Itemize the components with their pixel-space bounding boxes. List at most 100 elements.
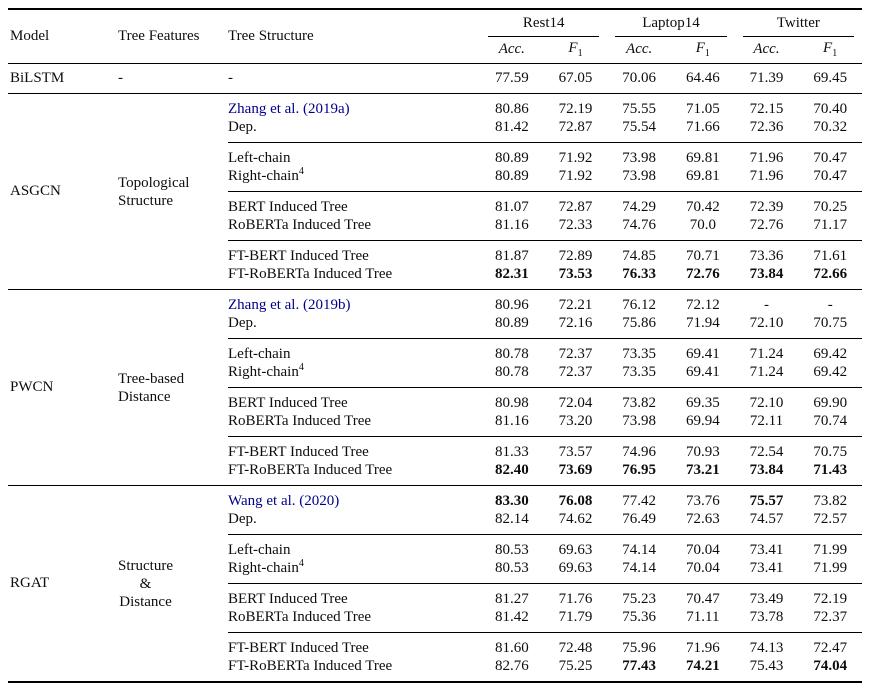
metric-acc-header: Acc. [498, 41, 525, 57]
value-cell: 83.30 [494, 493, 529, 509]
value-cell: 72.66 [813, 266, 848, 282]
table-row: Left-chain 80.78 72.37 73.35 69.41 71.24 69.42 [228, 345, 862, 363]
value-cell: 73.98 [622, 413, 657, 429]
structure-group: FT-BERT Induced Tree 81.87 72.89 74.85 70.71… [228, 240, 862, 289]
table-row: Left-chain 80.89 71.92 73.98 69.81 71.96 70.47 [228, 149, 862, 167]
f1-subscript: 1 [577, 48, 583, 59]
tree-structure-label: - [228, 70, 233, 86]
tree-structure-label: FT-BERT Induced Tree [228, 640, 369, 656]
tree-structure-label: BERT Induced Tree [228, 591, 348, 607]
tree-structure-cell: RoBERTa Induced Tree [228, 216, 480, 234]
table-row: BERT Induced Tree 81.07 72.87 74.29 70.42 72.… [228, 198, 862, 216]
tree-structure-cell: BERT Induced Tree [228, 394, 480, 412]
dataset-name: Rest14 [522, 14, 565, 31]
value-cell: 69.45 [813, 70, 848, 86]
metric-acc-header: Acc. [753, 41, 780, 57]
metric-f1-header: F1 [798, 40, 862, 59]
value-cell: 70.42 [685, 199, 720, 215]
tree-structure-cell: FT-BERT Induced Tree [228, 639, 480, 657]
value-cell: 73.57 [558, 444, 593, 460]
tree-structure-cell: Left-chain [228, 541, 480, 559]
value-cell: 73.21 [685, 462, 720, 478]
value-cell: 72.10 [749, 395, 784, 411]
value-cell: 72.48 [558, 640, 593, 656]
value-cell: 69.63 [558, 560, 593, 576]
value-cell: 80.78 [494, 364, 529, 380]
value-cell: 74.96 [622, 444, 657, 460]
value-cell: 80.98 [494, 395, 529, 411]
value-cell: 75.54 [622, 119, 657, 135]
tree-features-cell: Topological Structure [118, 94, 228, 289]
citation-link[interactable]: Zhang et al. (2019a) [228, 101, 350, 117]
value-cell: 70.06 [622, 70, 657, 86]
table-row: Dep. 80.89 72.16 75.86 71.94 72.10 70.75 [228, 314, 862, 332]
value-cell: 77.42 [622, 493, 657, 509]
value-cell: 72.19 [813, 591, 848, 607]
tree-features-line: Tree-based [118, 370, 185, 387]
tree-structure-cell: FT-RoBERTa Induced Tree [228, 657, 480, 675]
col-header-tree-features: Tree Features [118, 28, 200, 44]
metric-f1-header: F1 [671, 40, 735, 59]
value-cell: 70.47 [685, 591, 720, 607]
tree-structure-label: Right-chain [228, 168, 299, 184]
metric-f1-header: F1 [544, 40, 608, 59]
column-group-underline [615, 35, 727, 37]
value-cell: 72.15 [749, 101, 784, 117]
column-group-underline [742, 35, 854, 37]
value-cell: 71.99 [813, 560, 848, 576]
value-cell: 72.57 [813, 511, 848, 527]
value-cell: 70.71 [685, 248, 720, 264]
structure-groups: Zhang et al. (2019b) 80.96 72.21 76.12 72.12… [228, 290, 862, 485]
value-cell: 74.85 [622, 248, 657, 264]
col-header-model: Model [10, 28, 50, 44]
value-cell: 71.05 [685, 101, 720, 117]
metric-acc-header: Acc. [626, 41, 653, 57]
value-cell: 69.41 [685, 346, 720, 362]
tree-structure-label: Dep. [228, 315, 257, 331]
value-cell: 73.36 [749, 248, 784, 264]
tree-structure-label: FT-RoBERTa Induced Tree [228, 266, 393, 282]
structure-group: BERT Induced Tree 80.98 72.04 73.82 69.35 72.… [228, 387, 862, 436]
value-cell: 72.76 [749, 217, 784, 233]
dataset-name: Twitter [776, 14, 820, 31]
value-cell: 69.35 [685, 395, 720, 411]
value-cell: 71.39 [749, 70, 784, 86]
value-cell: 64.46 [685, 70, 720, 86]
value-cell: 71.76 [558, 591, 593, 607]
table-row: Left-chain 80.53 69.63 74.14 70.04 73.41 71.99 [228, 541, 862, 559]
citation-link[interactable]: Zhang et al. (2019b) [228, 297, 351, 313]
value-cell: 72.37 [558, 346, 593, 362]
value-cell: 81.60 [494, 640, 529, 656]
value-cell: 73.82 [813, 493, 848, 509]
value-cell: 74.13 [749, 640, 784, 656]
value-cell: 72.54 [749, 444, 784, 460]
value-cell: 69.41 [685, 364, 720, 380]
value-cell: 76.49 [622, 511, 657, 527]
value-cell: 69.42 [813, 346, 848, 362]
table-row: FT-RoBERTa Induced Tree 82.40 73.69 76.95 73… [228, 461, 862, 479]
structure-group: BERT Induced Tree 81.27 71.76 75.23 70.47 73.… [228, 583, 862, 632]
value-cell: 73.82 [622, 395, 657, 411]
tree-structure-label: Dep. [228, 119, 257, 135]
value-cell: 73.84 [749, 462, 784, 478]
tree-features-label: Tree-based Distance [118, 370, 184, 406]
tree-features-line: Distance [118, 388, 171, 405]
value-cell: 80.89 [494, 315, 529, 331]
table-row: BERT Induced Tree 80.98 72.04 73.82 69.35 72.… [228, 394, 862, 412]
value-cell: 69.90 [813, 395, 848, 411]
citation-link[interactable]: Wang et al. (2020) [228, 493, 340, 509]
value-cell: 73.53 [558, 266, 593, 282]
f1-base: F [823, 40, 833, 56]
value-cell: 73.98 [622, 150, 657, 166]
tree-features-line: Topological [118, 174, 190, 191]
value-cell: - [827, 297, 833, 313]
table-row: Right-chain4 80.78 72.37 73.35 69.41 71.24 69.… [228, 363, 862, 381]
value-cell: 74.21 [685, 658, 720, 674]
table-row: Right-chain4 80.53 69.63 74.14 70.04 73.41 71.… [228, 559, 862, 577]
table-bottom-rule [8, 681, 862, 683]
value-cell: 72.37 [813, 609, 848, 625]
value-cell: 70.47 [813, 168, 848, 184]
value-cell: 72.87 [558, 119, 593, 135]
value-cell: 72.10 [749, 315, 784, 331]
structure-group: FT-BERT Induced Tree 81.33 73.57 74.96 70.93… [228, 436, 862, 485]
